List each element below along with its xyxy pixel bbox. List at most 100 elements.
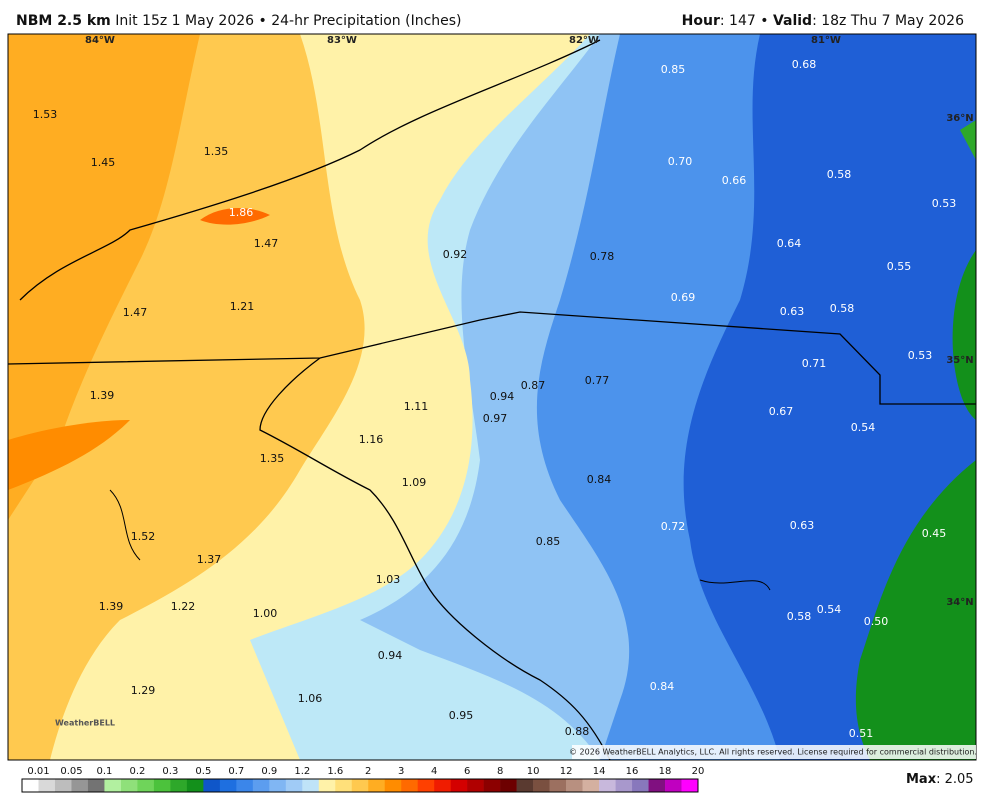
colorbar-swatch bbox=[516, 779, 534, 792]
value-label: 1.00 bbox=[253, 607, 278, 620]
colorbar-swatch bbox=[252, 779, 270, 792]
value-label: 1.45 bbox=[91, 156, 116, 169]
latitude-label: 35°N bbox=[946, 355, 973, 366]
colorbar-label: 6 bbox=[464, 766, 470, 777]
latitude-label: 36°N bbox=[946, 113, 973, 124]
max: Max: 2.05 bbox=[906, 772, 974, 787]
colorbar-swatch bbox=[269, 779, 287, 792]
value-label: 0.55 bbox=[887, 260, 912, 273]
colorbar-swatch bbox=[71, 779, 89, 792]
colorbar-swatch bbox=[599, 779, 616, 792]
valid: : 18z Thu 7 May 2026 bbox=[812, 13, 964, 29]
colorbar-label: 0.7 bbox=[228, 766, 244, 777]
longitude-label: 81°W bbox=[811, 35, 841, 46]
valid-label: Valid bbox=[773, 13, 812, 29]
value-label: 1.06 bbox=[298, 692, 323, 705]
value-label: 0.85 bbox=[661, 63, 686, 76]
value-label: 0.69 bbox=[671, 291, 696, 304]
value-label: 1.53 bbox=[33, 108, 58, 121]
value-label: 0.97 bbox=[483, 412, 508, 425]
colorbar-swatch bbox=[483, 779, 501, 792]
value-label: 0.53 bbox=[908, 349, 933, 362]
colorbar-swatch bbox=[632, 779, 649, 792]
colorbar-swatch bbox=[500, 779, 517, 792]
value-label: 0.68 bbox=[792, 58, 817, 71]
value-label: 0.78 bbox=[590, 250, 615, 263]
value-label: 1.11 bbox=[404, 400, 429, 413]
value-label: 1.47 bbox=[254, 237, 279, 250]
value-label: 0.53 bbox=[932, 197, 957, 210]
value-label: 0.95 bbox=[449, 709, 474, 722]
value-label: 1.35 bbox=[260, 452, 285, 465]
colorbar-swatch bbox=[285, 779, 303, 792]
colorbar-swatch bbox=[302, 779, 320, 792]
value-label: 0.54 bbox=[817, 603, 842, 616]
colorbar-swatch bbox=[219, 779, 237, 792]
value-label: 0.67 bbox=[769, 405, 794, 418]
colorbar-swatch bbox=[615, 779, 633, 792]
colorbar-swatch bbox=[203, 779, 221, 792]
value-label: 1.16 bbox=[359, 433, 384, 446]
value-label: 0.45 bbox=[922, 527, 947, 540]
colorbar-label: 10 bbox=[527, 766, 540, 777]
logo: WeatherBELL bbox=[55, 719, 115, 728]
header-left: NBM 2.5 km Init 15z 1 May 2026 • 24-hr P… bbox=[16, 13, 462, 29]
map-field bbox=[8, 34, 976, 760]
colorbar-label: 4 bbox=[431, 766, 437, 777]
colorbar-label: 0.2 bbox=[129, 766, 145, 777]
value-label: 1.22 bbox=[171, 600, 196, 613]
value-label: 0.54 bbox=[851, 421, 876, 434]
value-label: 1.39 bbox=[90, 389, 115, 402]
value-label: 0.87 bbox=[521, 379, 546, 392]
colorbar-swatch bbox=[351, 779, 369, 792]
latitude-label: 34°N bbox=[946, 597, 973, 608]
colorbar-swatch bbox=[648, 779, 666, 792]
value-label: 0.72 bbox=[661, 520, 686, 533]
copyright: © 2026 WeatherBELL Analytics, LLC. All r… bbox=[569, 748, 977, 757]
model: NBM 2.5 km bbox=[16, 13, 111, 29]
value-label: 0.50 bbox=[864, 615, 889, 628]
colorbar-swatch bbox=[87, 779, 105, 792]
colorbar-swatch bbox=[104, 779, 122, 792]
colorbar-swatch bbox=[137, 779, 155, 792]
copyright-bg bbox=[572, 745, 976, 759]
colorbar-swatch bbox=[450, 779, 468, 792]
colorbar-label: 12 bbox=[560, 766, 573, 777]
hour: : 147 • bbox=[720, 13, 769, 29]
value-label: 0.71 bbox=[802, 357, 827, 370]
value-label: 1.09 bbox=[402, 476, 427, 489]
colorbar-swatch bbox=[120, 779, 138, 792]
colorbar-label: 2 bbox=[365, 766, 371, 777]
value-labels: 0.85 0.68 1.53 1.35 0.70 0.66 0.58 1.45 0.53 1.86… bbox=[33, 58, 957, 740]
colorbar-label: 0.3 bbox=[162, 766, 178, 777]
value-label: 0.84 bbox=[650, 680, 675, 693]
colorbar-label: 0.1 bbox=[96, 766, 112, 777]
value-label: 0.70 bbox=[668, 155, 693, 168]
value-label: 0.58 bbox=[787, 610, 812, 623]
colorbar-label: 8 bbox=[497, 766, 503, 777]
hour-label: Hour bbox=[682, 13, 720, 29]
colorbar-swatch bbox=[170, 779, 188, 792]
value-label: 1.86 bbox=[229, 206, 254, 219]
value-label: 1.03 bbox=[376, 573, 401, 586]
colorbar-label: 0.05 bbox=[60, 766, 82, 777]
value-label: 0.85 bbox=[536, 535, 561, 548]
colorbar-swatch bbox=[38, 779, 56, 792]
value-label: 1.35 bbox=[204, 145, 229, 158]
max-label: Max bbox=[906, 772, 937, 787]
colorbar-label: 16 bbox=[626, 766, 639, 777]
colorbar-swatch bbox=[549, 779, 567, 792]
value-label: 1.39 bbox=[99, 600, 124, 613]
colorbar-label: 3 bbox=[398, 766, 404, 777]
colorbar-label: 1.6 bbox=[327, 766, 343, 777]
value-label: 1.47 bbox=[123, 306, 148, 319]
value-label: 0.66 bbox=[722, 174, 747, 187]
longitude-label: 82°W bbox=[569, 35, 599, 46]
colorbar-swatch bbox=[54, 779, 72, 792]
colorbar-swatch bbox=[318, 779, 336, 792]
value-label: 0.51 bbox=[849, 727, 874, 740]
colorbar-label: 18 bbox=[659, 766, 672, 777]
colorbar-swatch bbox=[236, 779, 254, 792]
colorbar-label: 0.01 bbox=[27, 766, 49, 777]
